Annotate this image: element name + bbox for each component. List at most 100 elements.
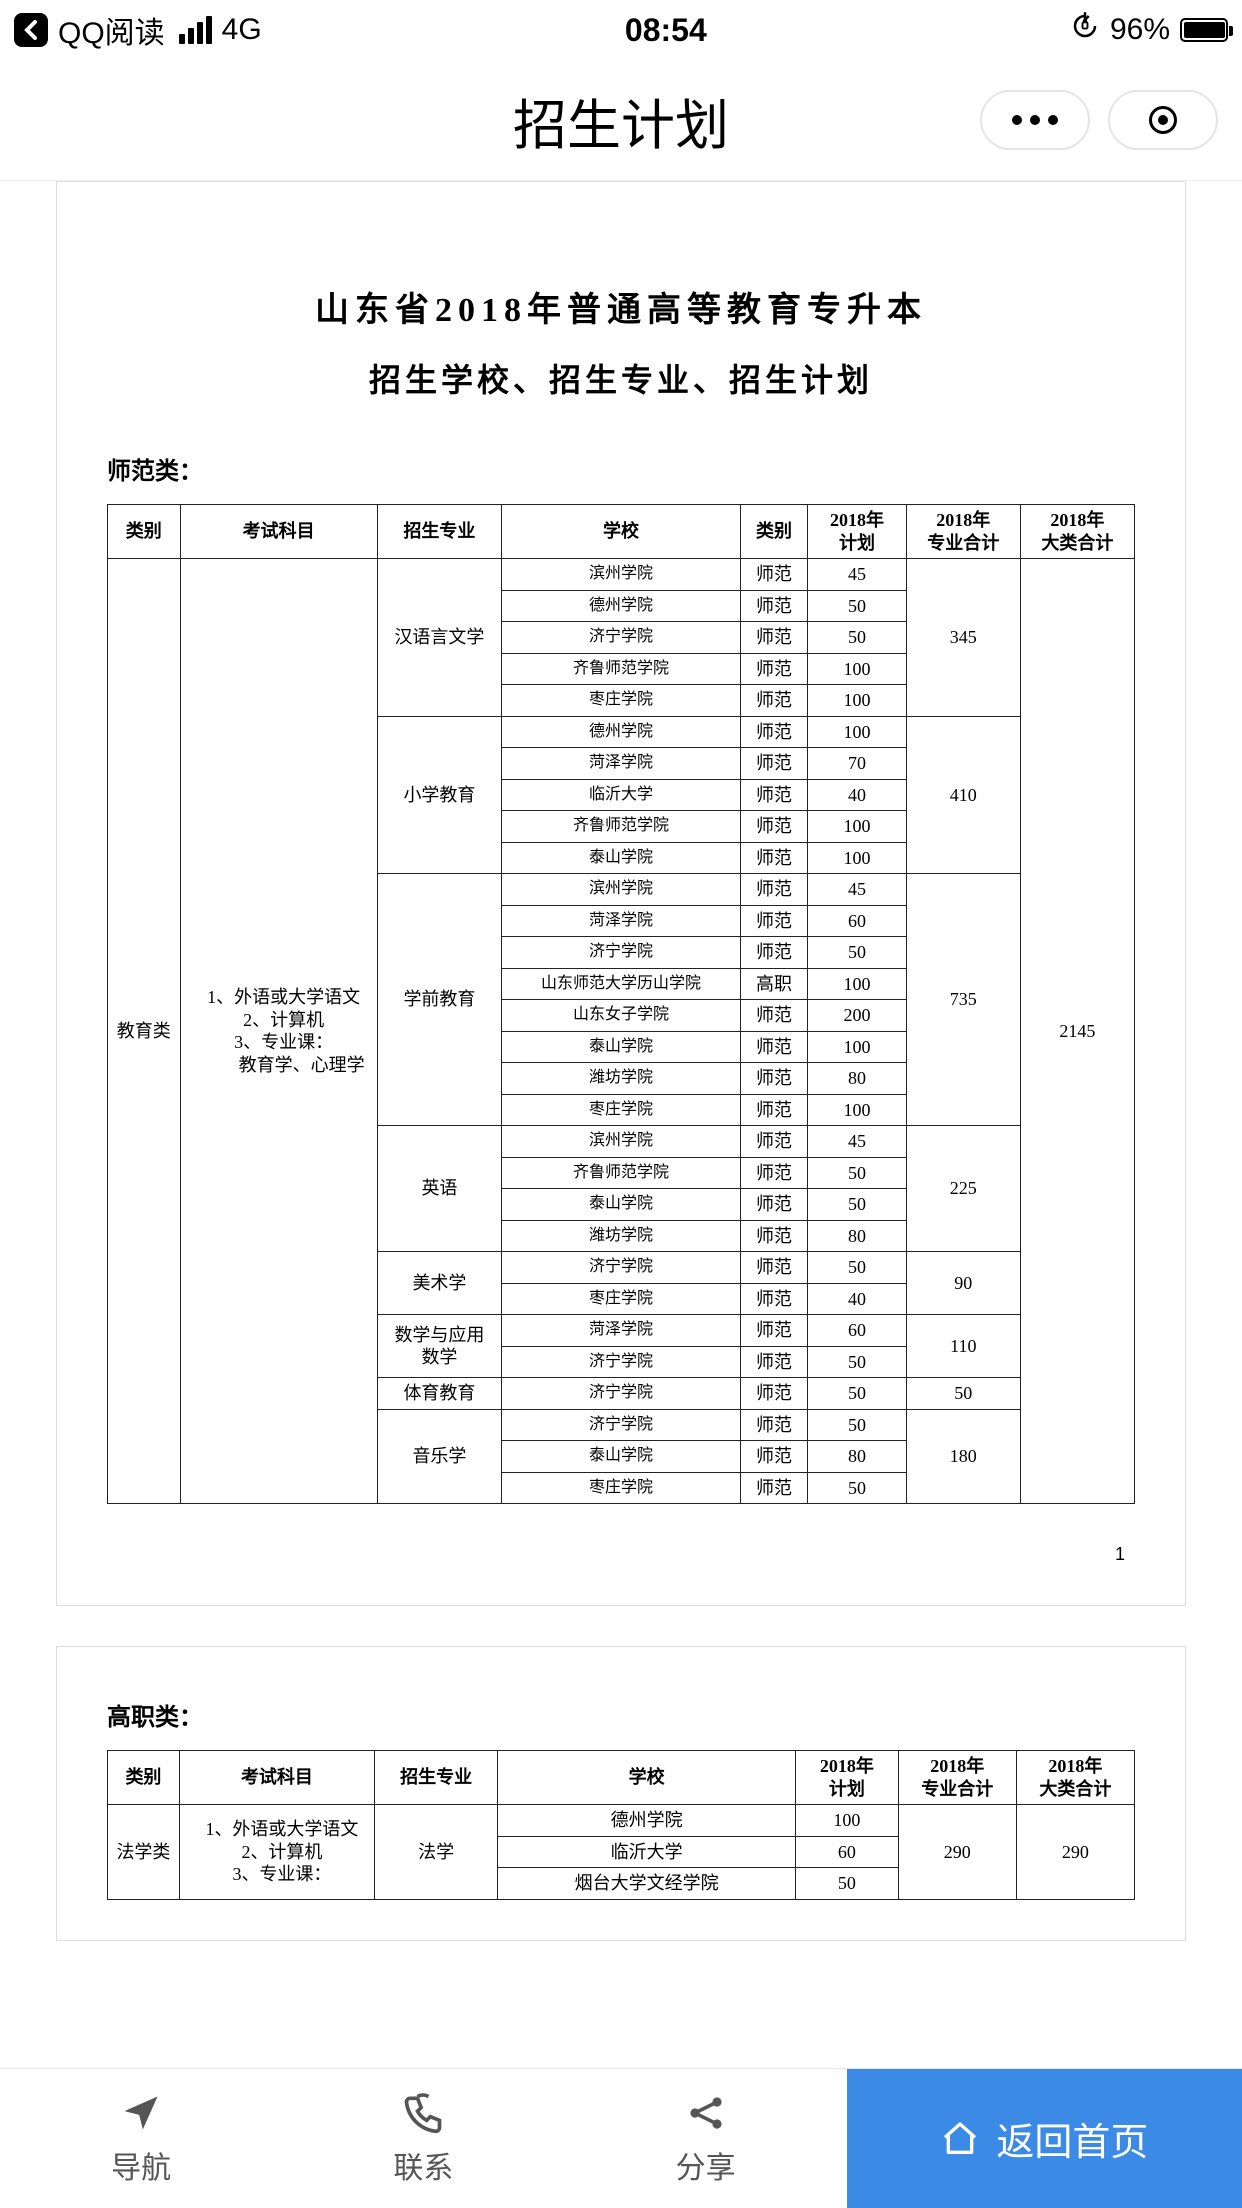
cell-school: 齐鲁师范学院 — [502, 653, 741, 685]
cell-type: 师范 — [740, 1094, 807, 1126]
cell-major: 汉语言文学 — [377, 559, 501, 717]
cell-type: 师范 — [740, 622, 807, 654]
home-icon — [940, 2119, 980, 2159]
cell-school: 菏泽学院 — [502, 748, 741, 780]
cell-school: 山东师范大学历山学院 — [502, 968, 741, 1000]
cell-type: 师范 — [740, 716, 807, 748]
cell-school: 济宁学院 — [502, 1409, 741, 1441]
cell-school: 济宁学院 — [502, 1346, 741, 1378]
cell-major-total: 180 — [906, 1409, 1020, 1504]
th-major-total: 2018年 专业合计 — [898, 1751, 1016, 1805]
back-to-app-icon[interactable] — [14, 13, 48, 47]
more-menu-button[interactable] — [980, 90, 1090, 150]
cell-grand-total: 290 — [1016, 1805, 1134, 1900]
cell-major-total: 290 — [898, 1805, 1016, 1900]
page-number: 1 — [107, 1504, 1135, 1565]
nav-label: 返回首页 — [996, 2111, 1148, 2166]
cell-school: 济宁学院 — [502, 622, 741, 654]
th-school: 学校 — [498, 1751, 796, 1805]
cell-school: 济宁学院 — [502, 1252, 741, 1284]
nav-navigate[interactable]: 导航 — [0, 2069, 282, 2208]
doc-subtitle: 招生学校、招生专业、招生计划 — [107, 355, 1135, 401]
th-type: 类别 — [740, 505, 807, 559]
th-exam: 考试科目 — [179, 1751, 374, 1805]
cell-plan: 80 — [808, 1220, 907, 1252]
cell-major: 英语 — [377, 1126, 501, 1252]
cell-plan: 80 — [808, 1063, 907, 1095]
cell-plan: 40 — [808, 1283, 907, 1315]
close-miniprogram-button[interactable] — [1108, 90, 1218, 150]
cell-plan: 45 — [808, 559, 907, 591]
cell-type: 师范 — [740, 874, 807, 906]
cell-type: 师范 — [740, 1220, 807, 1252]
cell-plan: 50 — [808, 1157, 907, 1189]
cell-school: 临沂大学 — [498, 1836, 796, 1868]
cell-type: 师范 — [740, 1315, 807, 1347]
cell-type: 师范 — [740, 842, 807, 874]
bottom-nav: 导航 联系 分享 返回首页 — [0, 2068, 1242, 2208]
cell-category: 教育类 — [108, 559, 181, 1504]
nav-label: 联系 — [393, 2143, 453, 2187]
cell-school: 临沂大学 — [502, 779, 741, 811]
document-viewport[interactable]: 山东省2018年普通高等教育专升本 招生学校、招生专业、招生计划 师范类： 类别… — [0, 180, 1242, 2068]
nav-label: 分享 — [676, 2143, 736, 2187]
section-label-gaozhi: 高职类： — [107, 1697, 1135, 1732]
cell-school: 滨州学院 — [502, 874, 741, 906]
nav-home[interactable]: 返回首页 — [847, 2069, 1242, 2208]
cell-plan: 100 — [808, 685, 907, 717]
document-page-2: 高职类： 类别 考试科目 招生专业 学校 2018年 计划 2018年 专业合计… — [56, 1646, 1186, 1941]
cell-type: 师范 — [740, 653, 807, 685]
nav-share[interactable]: 分享 — [565, 2069, 847, 2208]
cell-type: 师范 — [740, 1378, 807, 1410]
th-plan: 2018年 计划 — [808, 505, 907, 559]
cell-type: 师范 — [740, 590, 807, 622]
cell-plan: 40 — [808, 779, 907, 811]
cell-school: 菏泽学院 — [502, 905, 741, 937]
th-school: 学校 — [502, 505, 741, 559]
signal-icon — [179, 16, 212, 44]
cell-plan: 50 — [808, 1252, 907, 1284]
cell-type: 师范 — [740, 811, 807, 843]
cell-major-total: 110 — [906, 1315, 1020, 1378]
cell-type: 师范 — [740, 1189, 807, 1221]
cell-plan: 50 — [808, 1346, 907, 1378]
cell-school: 山东女子学院 — [502, 1000, 741, 1032]
cell-grand-total: 2145 — [1020, 559, 1134, 1504]
cell-plan: 100 — [808, 653, 907, 685]
cell-type: 师范 — [740, 1063, 807, 1095]
cell-plan: 70 — [808, 748, 907, 780]
cell-school: 潍坊学院 — [502, 1220, 741, 1252]
cell-type: 师范 — [740, 1472, 807, 1504]
cell-major-total: 735 — [906, 874, 1020, 1126]
cell-type: 师范 — [740, 937, 807, 969]
network-label: 4G — [222, 13, 262, 47]
cell-major-total: 90 — [906, 1252, 1020, 1315]
cell-type: 师范 — [740, 1252, 807, 1284]
th-grand-total: 2018年 大类合计 — [1016, 1751, 1134, 1805]
share-icon — [684, 2091, 728, 2135]
cell-school: 枣庄学院 — [502, 1283, 741, 1315]
cell-plan: 200 — [808, 1000, 907, 1032]
doc-title: 山东省2018年普通高等教育专升本 — [107, 282, 1135, 331]
cell-exam: 1、外语或大学语文2、计算机3、专业课： 教育学、心理学 — [180, 559, 377, 1504]
cell-exam: 1、外语或大学语文2、计算机3、专业课： — [179, 1805, 374, 1900]
nav-label: 导航 — [111, 2143, 171, 2187]
th-exam: 考试科目 — [180, 505, 377, 559]
cell-type: 师范 — [740, 1409, 807, 1441]
cell-type: 高职 — [740, 968, 807, 1000]
battery-icon — [1180, 18, 1228, 42]
cell-major-total: 345 — [906, 559, 1020, 717]
table-gaozhi: 类别 考试科目 招生专业 学校 2018年 计划 2018年 专业合计 2018… — [107, 1750, 1135, 1900]
cell-type: 师范 — [740, 748, 807, 780]
th-plan: 2018年 计划 — [796, 1751, 899, 1805]
cell-type: 师范 — [740, 905, 807, 937]
document-page-1: 山东省2018年普通高等教育专升本 招生学校、招生专业、招生计划 师范类： 类别… — [56, 181, 1186, 1606]
nav-contact[interactable]: 联系 — [282, 2069, 564, 2208]
back-to-app-label[interactable]: QQ阅读 — [58, 8, 165, 52]
cell-school: 齐鲁师范学院 — [502, 811, 741, 843]
cell-category: 法学类 — [108, 1805, 180, 1900]
cell-school: 烟台大学文经学院 — [498, 1868, 796, 1900]
cell-school: 德州学院 — [502, 716, 741, 748]
cell-type: 师范 — [740, 559, 807, 591]
cell-school: 泰山学院 — [502, 1031, 741, 1063]
